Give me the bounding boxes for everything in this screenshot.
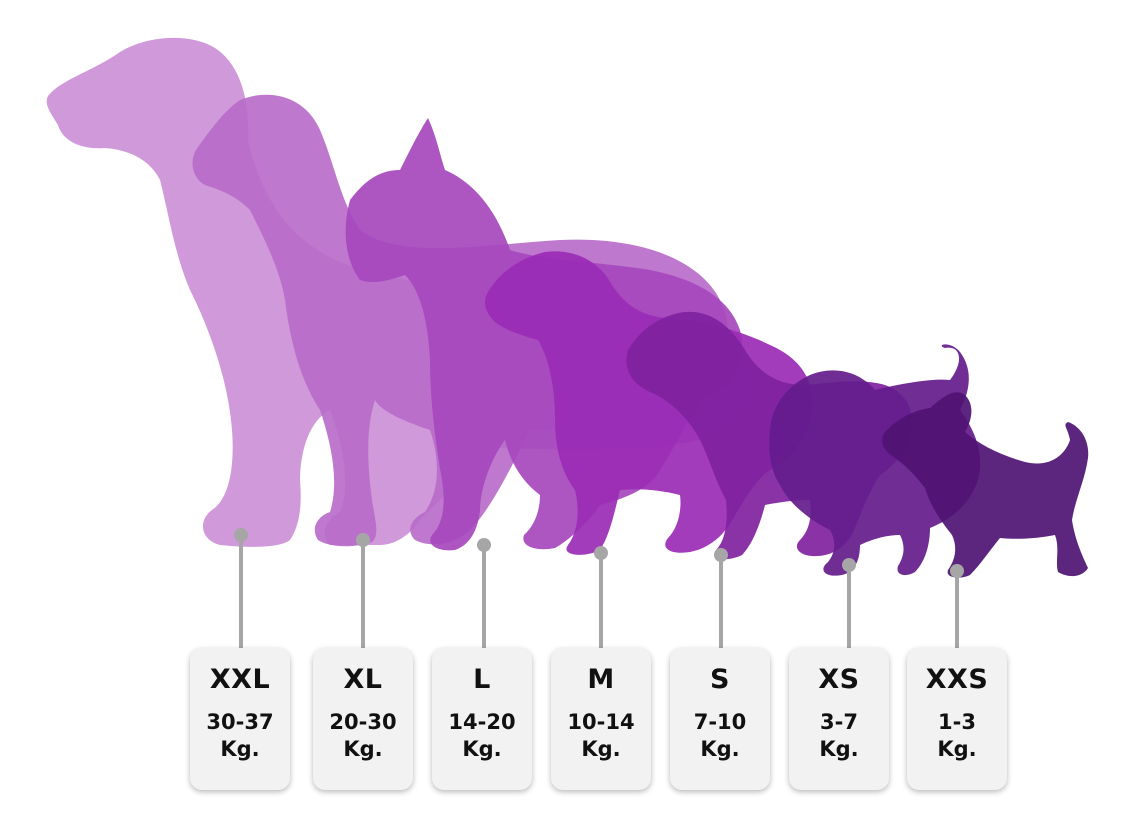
- size-card-m: M 10-14 Kg.: [551, 648, 651, 790]
- connector-dot: [950, 564, 964, 578]
- size-label: XXS: [925, 664, 989, 695]
- size-label: L: [473, 664, 491, 695]
- connector-dot: [477, 538, 491, 552]
- connector-xs: [842, 558, 856, 648]
- connector-m: [594, 546, 608, 648]
- size-card-xxl: XXL 30-37 Kg.: [190, 648, 290, 790]
- connector-s: [714, 548, 728, 648]
- size-card-xl: XL 20-30 Kg.: [313, 648, 413, 790]
- connector-xxs: [950, 564, 964, 648]
- size-card-xxs: XXS 1-3 Kg.: [907, 648, 1007, 790]
- size-label: XXL: [209, 664, 271, 695]
- dog-silhouette-xxs: [882, 392, 1089, 578]
- size-card-l: L 14-20 Kg.: [432, 648, 532, 790]
- connector-xl: [356, 533, 370, 648]
- dog-silhouette-xs: [769, 344, 981, 576]
- size-label: M: [587, 664, 615, 695]
- weight-unit: Kg.: [937, 737, 977, 761]
- weight-range: 7-10: [693, 710, 747, 734]
- size-card-s: S 7-10 Kg.: [670, 648, 770, 790]
- weight-unit: Kg.: [819, 737, 859, 761]
- weight-unit: Kg.: [581, 737, 621, 761]
- size-card-xs: XS 3-7 Kg.: [789, 648, 889, 790]
- weight-range: 3-7: [820, 710, 858, 734]
- weight-unit: Kg.: [343, 737, 383, 761]
- weight-range: 1-3: [938, 710, 976, 734]
- connector-dot: [594, 546, 608, 560]
- weight-range: 14-20: [448, 710, 516, 734]
- connector-dot: [714, 548, 728, 562]
- size-label: XL: [343, 664, 383, 695]
- weight-unit: Kg.: [220, 737, 260, 761]
- weight-range: 30-37: [206, 710, 274, 734]
- weight-range: 20-30: [329, 710, 397, 734]
- connector-dot: [842, 558, 856, 572]
- connector-l: [477, 538, 491, 648]
- weight-range: 10-14: [567, 710, 635, 734]
- connector-xxl: [234, 528, 248, 648]
- connector-dot: [356, 533, 370, 547]
- weight-unit: Kg.: [700, 737, 740, 761]
- weight-unit: Kg.: [462, 737, 502, 761]
- connector-dot: [234, 528, 248, 542]
- size-label: S: [710, 664, 730, 695]
- size-label: XS: [818, 664, 860, 695]
